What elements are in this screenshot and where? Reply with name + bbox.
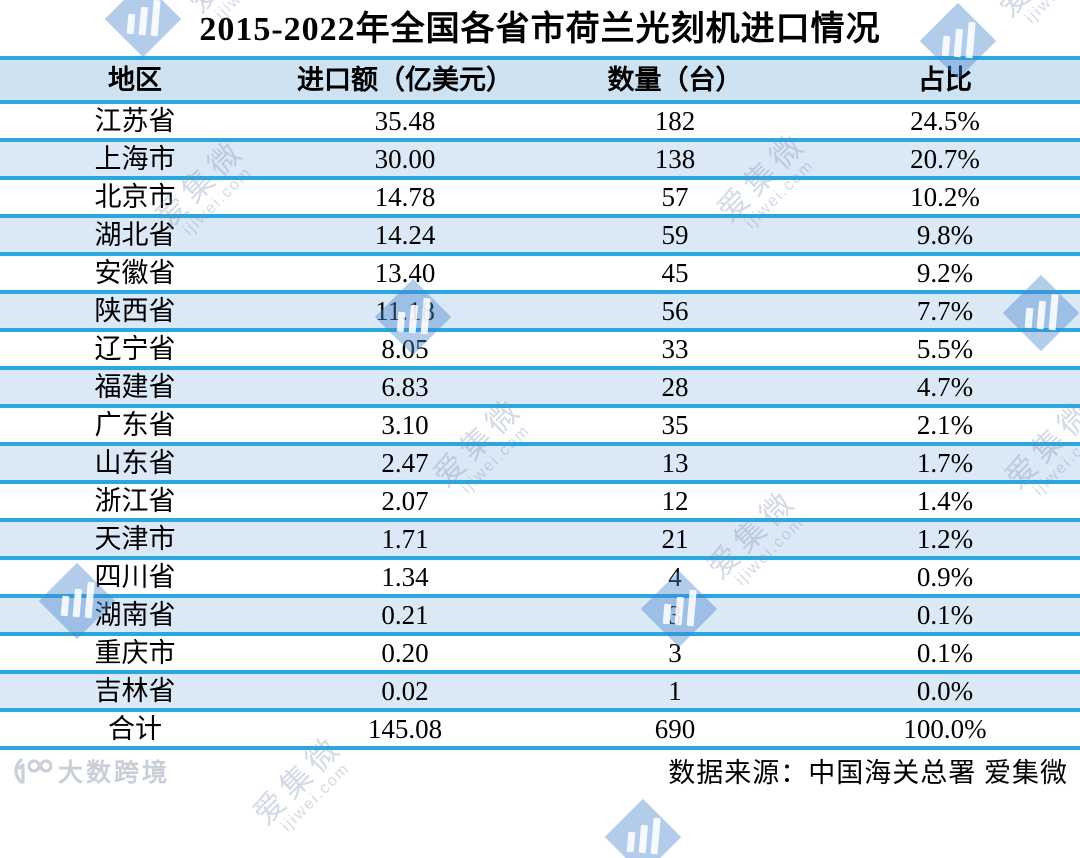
table-row: 广东省 3.10 35 2.1%	[0, 406, 1080, 444]
amount-cell: 8.05	[381, 333, 429, 364]
amount-cell: 2.07	[381, 485, 429, 516]
table-row: 安徽省 13.40 45 9.2%	[0, 254, 1080, 292]
region-cell: 湖北省	[94, 219, 176, 250]
region-cell: 广东省	[94, 409, 176, 440]
table-row: 吉林省 0.02 1 0.0%	[0, 672, 1080, 710]
region-cell: 四川省	[94, 561, 176, 592]
amount-cell: 30.00	[374, 143, 436, 174]
region-cell: 吉林省	[94, 675, 176, 706]
units-cell: 28	[661, 371, 689, 402]
region-cell: 山东省	[94, 447, 176, 478]
amount-cell: 1.71	[381, 523, 429, 554]
region-cell: 陕西省	[94, 295, 176, 326]
region-cell: 辽宁省	[94, 333, 176, 364]
table-row: 湖南省 0.21 3 0.1%	[0, 596, 1080, 634]
page-title: 2015-2022年全国各省市荷兰光刻机进口情况	[199, 11, 881, 48]
table-row: 江苏省 35.48 182 24.5%	[0, 102, 1080, 140]
units-cell: 4	[668, 561, 682, 592]
share-cell: 1.7%	[916, 447, 974, 478]
table-row: 重庆市 0.20 3 0.1%	[0, 634, 1080, 672]
region-cell: 上海市	[94, 143, 176, 174]
amount-cell: 14.78	[374, 181, 436, 212]
amount-cell: 3.10	[381, 409, 429, 440]
table-row: 天津市 1.71 21 1.2%	[0, 520, 1080, 558]
region-cell: 北京市	[94, 181, 176, 212]
share-cell: 9.8%	[916, 219, 974, 250]
share-cell: 2.1%	[916, 409, 974, 440]
share-cell: 24.5%	[910, 105, 980, 136]
units-cell: 3	[668, 637, 682, 668]
share-cell: 0.1%	[916, 599, 974, 630]
region-cell: 天津市	[94, 523, 176, 554]
amount-cell: 145.08	[367, 713, 443, 744]
col-header-share: 占比	[918, 64, 972, 95]
amount-cell: 1.34	[381, 561, 429, 592]
table-row: 山东省 2.47 13 1.7%	[0, 444, 1080, 482]
table-row: 浙江省 2.07 12 1.4%	[0, 482, 1080, 520]
units-cell: 138	[654, 143, 696, 174]
share-cell: 1.2%	[916, 523, 974, 554]
units-cell: 21	[661, 523, 689, 554]
amount-cell: 13.40	[374, 257, 436, 288]
table-total-row: 合计 145.08 690 100.0%	[0, 710, 1080, 748]
region-cell: 福建省	[94, 371, 176, 402]
amount-cell: 6.83	[381, 371, 429, 402]
units-cell: 57	[661, 181, 689, 212]
page-footer: 大数跨境 数据来源：中国海关总署 爱集微	[0, 750, 1080, 791]
table-row: 辽宁省 8.05 33 5.5%	[0, 330, 1080, 368]
dashukuajing-watermark: 大数跨境	[12, 753, 170, 789]
units-cell: 59	[661, 219, 689, 250]
region-cell: 重庆市	[94, 637, 176, 668]
units-cell: 12	[661, 485, 689, 516]
share-cell: 4.7%	[916, 371, 974, 402]
amount-cell: 35.48	[374, 105, 436, 136]
col-header-region: 地区	[108, 64, 162, 95]
dashukuajing-label: 大数跨境	[58, 758, 171, 787]
region-cell: 江苏省	[94, 105, 176, 136]
units-cell: 1	[668, 675, 682, 706]
share-cell: 9.2%	[916, 257, 974, 288]
units-cell: 35	[661, 409, 689, 440]
col-header-units: 数量（台）	[607, 64, 743, 95]
amount-cell: 0.20	[381, 637, 429, 668]
region-cell: 安徽省	[94, 257, 176, 288]
amount-cell: 2.47	[381, 447, 429, 478]
share-cell: 1.4%	[916, 485, 974, 516]
amount-cell: 11.18	[375, 295, 435, 326]
share-cell: 0.0%	[916, 675, 974, 706]
col-header-amount: 进口额（亿美元）	[297, 64, 513, 95]
table-row: 福建省 6.83 28 4.7%	[0, 368, 1080, 406]
units-cell: 3	[668, 599, 682, 630]
share-cell: 20.7%	[910, 143, 980, 174]
units-cell: 690	[654, 713, 696, 744]
share-cell: 100.0%	[903, 713, 987, 744]
region-cell: 浙江省	[94, 485, 176, 516]
share-cell: 10.2%	[910, 181, 980, 212]
share-cell: 7.7%	[916, 295, 974, 326]
region-cell: 合计	[108, 713, 162, 744]
amount-cell: 0.02	[381, 675, 429, 706]
units-cell: 56	[661, 295, 689, 326]
amount-cell: 14.24	[374, 219, 436, 250]
units-cell: 45	[661, 257, 689, 288]
table-row: 湖北省 14.24 59 9.8%	[0, 216, 1080, 254]
table-header-row: 地区 进口额（亿美元） 数量（台） 占比	[0, 58, 1080, 102]
table-row: 上海市 30.00 138 20.7%	[0, 140, 1080, 178]
share-cell: 5.5%	[916, 333, 974, 364]
units-cell: 33	[661, 333, 689, 364]
share-cell: 0.1%	[916, 637, 974, 668]
units-cell: 182	[654, 105, 696, 136]
dashukuajing-logo-icon	[14, 757, 52, 784]
data-source: 数据来源：中国海关总署 爱集微	[668, 758, 1068, 788]
table-row: 北京市 14.78 57 10.2%	[0, 178, 1080, 216]
amount-cell: 0.21	[381, 599, 429, 630]
table-row: 四川省 1.34 4 0.9%	[0, 558, 1080, 596]
share-cell: 0.9%	[916, 561, 974, 592]
ijiwei-diamond-logo-icon	[604, 798, 682, 858]
units-cell: 13	[661, 447, 689, 478]
table-row: 陕西省 11.18 56 7.7%	[0, 292, 1080, 330]
import-table: 地区 进口额（亿美元） 数量（台） 占比 江苏省 35.48 182 24.5%…	[0, 56, 1080, 750]
region-cell: 湖南省	[94, 599, 176, 630]
